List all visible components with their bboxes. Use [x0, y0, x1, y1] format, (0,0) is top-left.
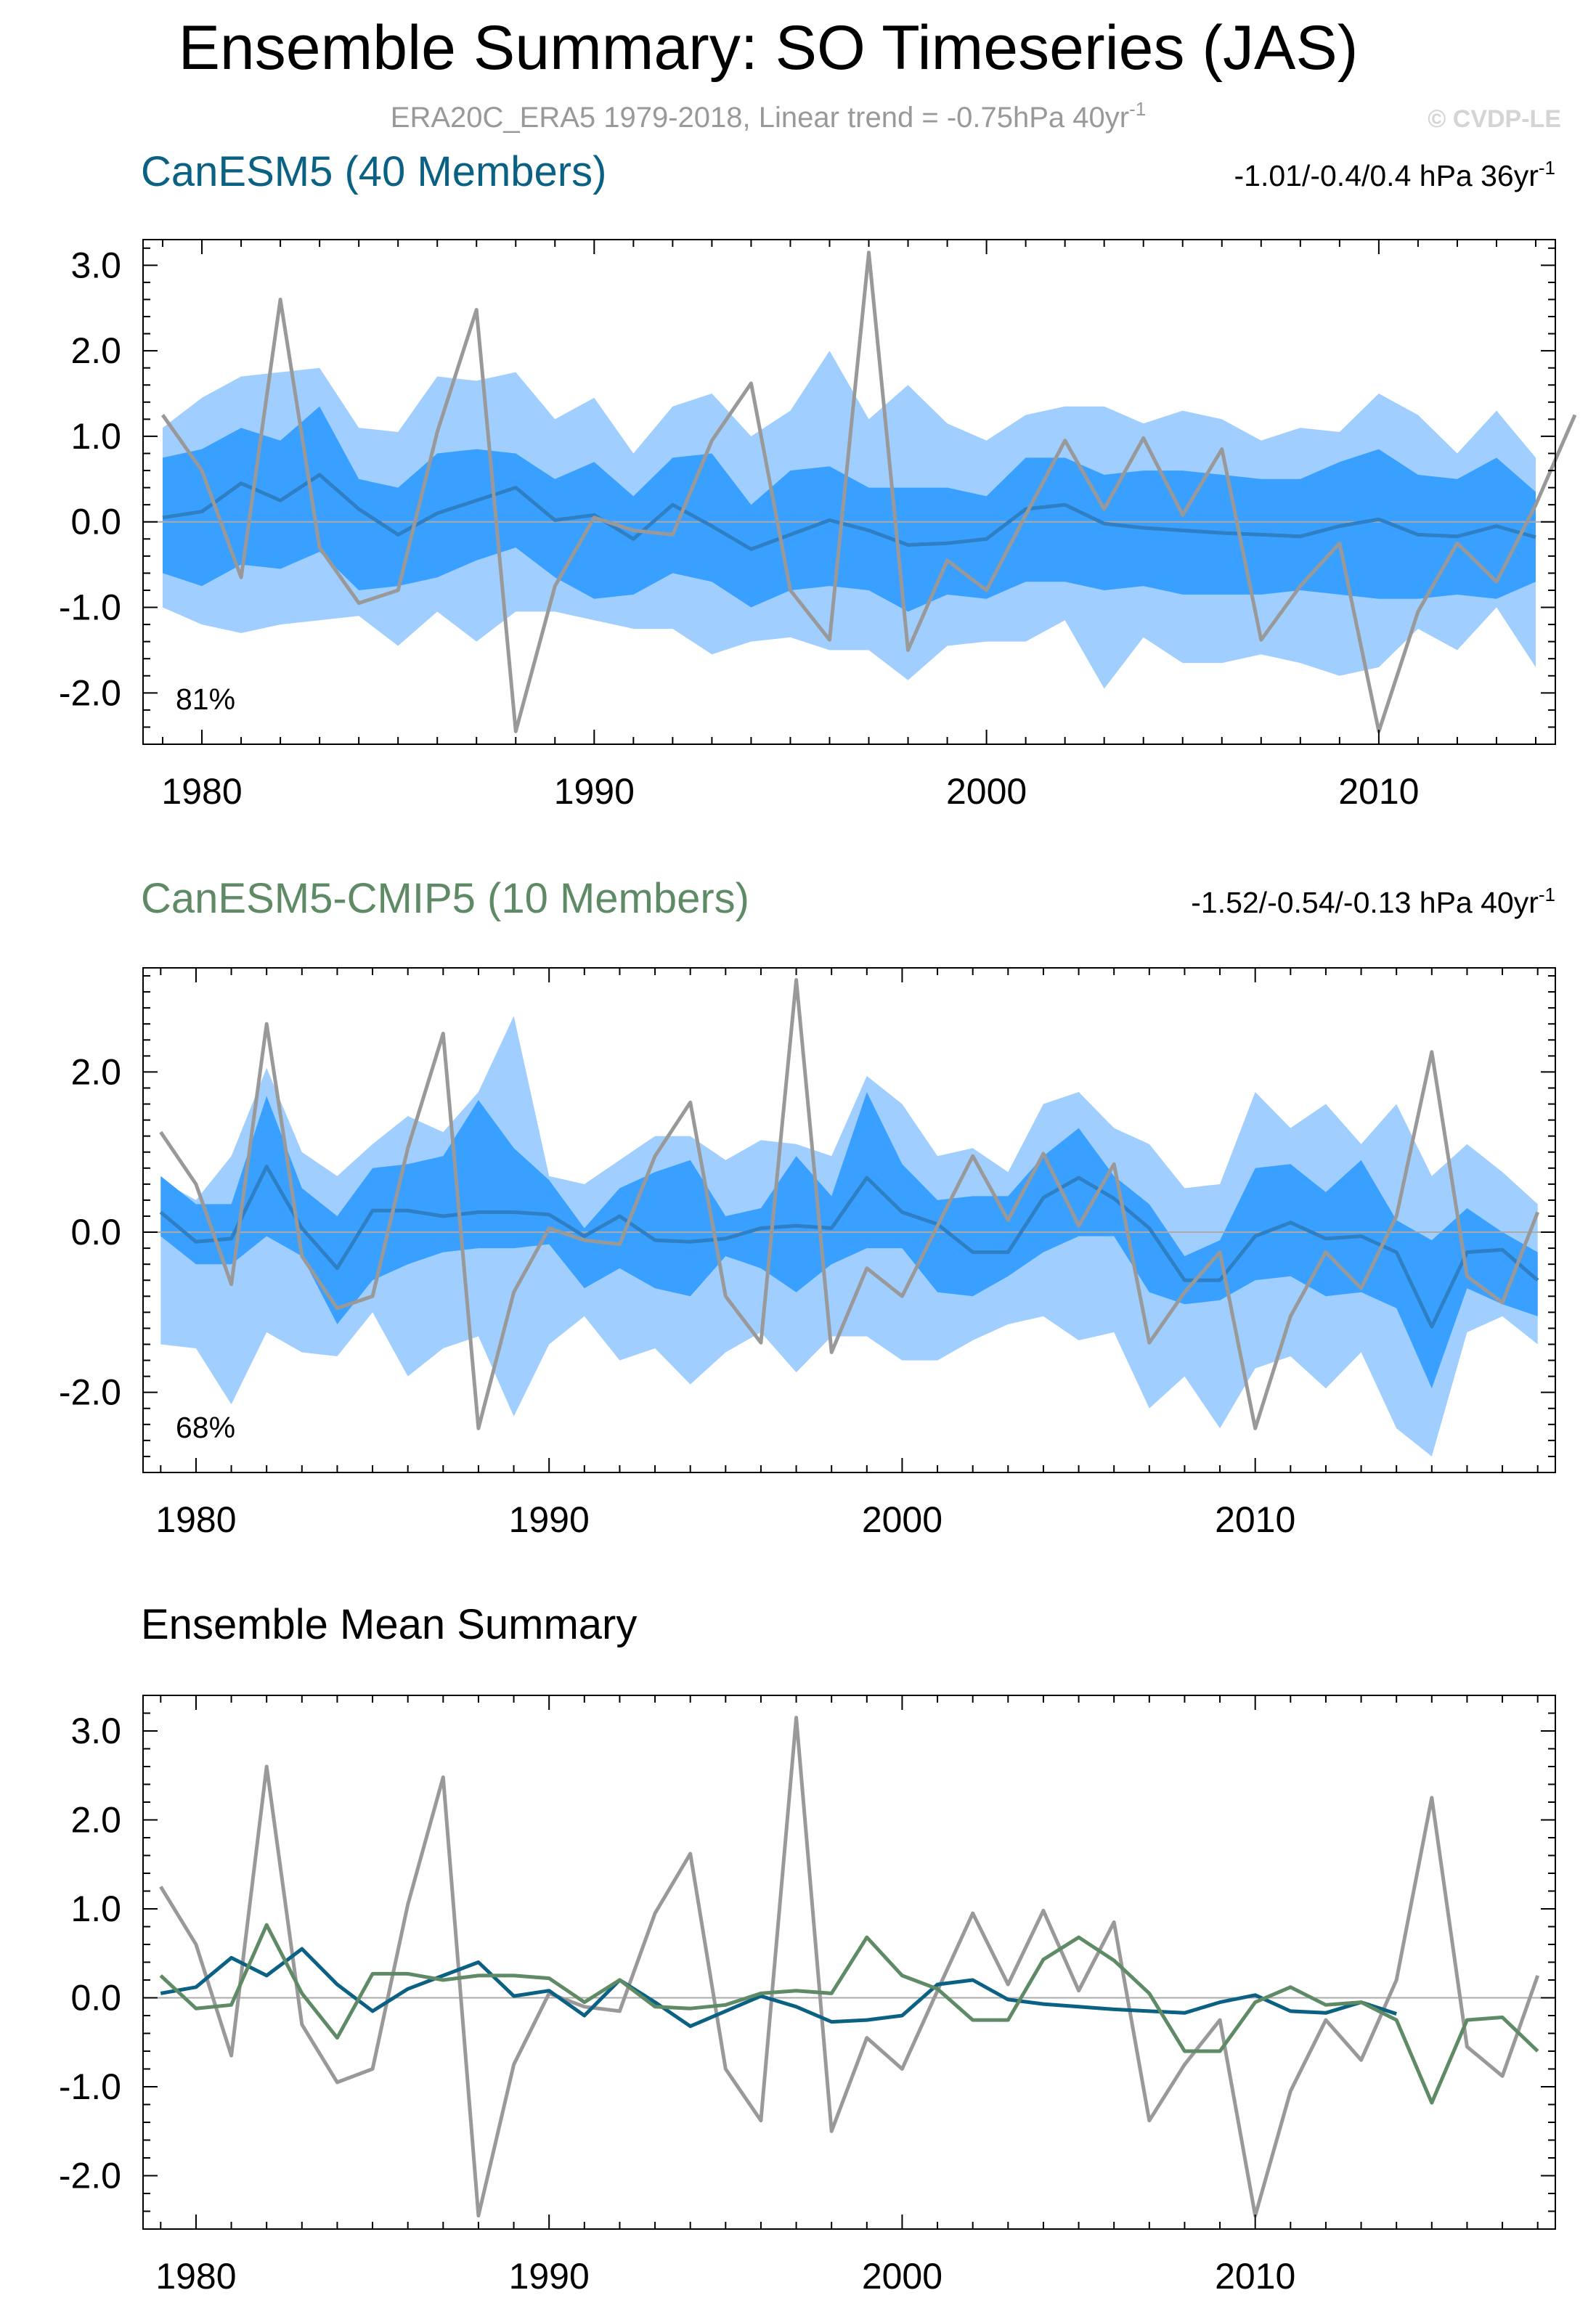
y-tick-label: 2.0: [70, 330, 121, 371]
y-tick-label: -2.0: [59, 672, 121, 713]
y-tick-label: 1.0: [70, 1889, 121, 1929]
y-tick-label: 2.0: [70, 1051, 121, 1092]
series-line-canesm5: [160, 1947, 1397, 2029]
x-tick-label: 1980: [155, 1499, 236, 1540]
y-tick-label: -2.0: [59, 1372, 121, 1413]
x-tick-label: 2010: [1215, 2256, 1295, 2297]
panel-cmip5-plot: 1980 1990 2000 2010 2.0 0.0 -2.0: [59, 967, 1556, 1540]
panel-cmip5: CanESM5-CMIP5 (10 Members) -1.52/-0.54/-…: [59, 875, 1556, 1540]
panel-canesm5-trend-text: -1.01/-0.4/0.4 hPa 36yr: [1234, 159, 1539, 192]
series-line-obs: [159, 1716, 1540, 2218]
figure-title: Ensemble Summary: SO Timeseries (JAS): [179, 13, 1359, 83]
panel-cmip5-trend: -1.52/-0.54/-0.13 hPa 40yr-1: [1191, 884, 1555, 919]
panel-cmip5-percent: 68%: [176, 1411, 235, 1444]
panel-ensemble-mean: Ensemble Mean Summary 1980 1990 2000 2010 3.…: [59, 1601, 1556, 2297]
x-tick-label: 1980: [161, 771, 242, 812]
x-tick-label: 1980: [155, 2256, 236, 2297]
figure-subtitle-sup: -1: [1129, 98, 1146, 120]
plot-frame: [142, 967, 1556, 1473]
x-tick-label: 1990: [554, 771, 635, 812]
y-tick-label: 0.0: [70, 1212, 121, 1252]
series-line-cmip5: [159, 1923, 1539, 2105]
panel-cmip5-title: CanESM5-CMIP5 (10 Members): [141, 875, 749, 922]
y-tick-label: -1.0: [59, 587, 121, 628]
copyright-label: © CVDP-LE: [1428, 105, 1561, 133]
inner-spread-band: [163, 406, 1536, 612]
observed-line: [159, 978, 1540, 1430]
panel-cmip5-trend-sup: -1: [1539, 884, 1555, 905]
y-tick-label: -2.0: [59, 2156, 121, 2196]
x-tick-label: 2000: [862, 1499, 942, 1540]
panel-canesm5-trend-sup: -1: [1539, 157, 1555, 179]
x-tick-label: 2000: [862, 2256, 942, 2297]
x-tick-label: 2010: [1338, 771, 1419, 812]
y-tick-label: 2.0: [70, 1800, 121, 1841]
x-tick-label: 1990: [509, 2256, 590, 2297]
panel-canesm5: CanESM5 (40 Members) -1.01/-0.4/0.4 hPa …: [59, 148, 1577, 812]
inner-spread-band: [160, 1092, 1538, 1389]
panel-canesm5-plot: 1980 1990 2000 2010 3.0 2.0 1.0 0.0 -1.0 -2.0: [59, 239, 1577, 812]
x-tick-label: 1990: [509, 1499, 590, 1540]
x-tick-label: 2010: [1215, 1499, 1295, 1540]
panel-ensemble-mean-plot: 1980 1990 2000 2010 3.0 2.0 1.0 0.0 -1.0 -2.0: [59, 1695, 1556, 2297]
y-tick-label: 0.0: [70, 1978, 121, 2018]
ensemble-mean-line: [162, 473, 1536, 551]
y-tick-label: -1.0: [59, 2066, 121, 2107]
y-tick-label: 3.0: [70, 245, 121, 285]
panel-canesm5-title: CanESM5 (40 Members): [141, 148, 606, 195]
panel-canesm5-percent: 81%: [176, 683, 235, 716]
y-tick-label: 0.0: [70, 502, 121, 542]
y-tick-label: 3.0: [70, 1711, 121, 1751]
y-tick-label: 1.0: [70, 416, 121, 457]
plot-frame: [142, 239, 1556, 745]
observed-line: [160, 250, 1577, 733]
figure-subtitle-text: ERA20C_ERA5 1979-2018, Linear trend = -0…: [391, 102, 1129, 134]
panel-ensemble-mean-title: Ensemble Mean Summary: [141, 1601, 637, 1648]
panel-cmip5-trend-text: -1.52/-0.54/-0.13 hPa 40yr: [1191, 886, 1539, 919]
figure-subtitle: ERA20C_ERA5 1979-2018, Linear trend = -0…: [391, 98, 1146, 134]
panel-canesm5-trend: -1.01/-0.4/0.4 hPa 36yr-1: [1234, 157, 1556, 192]
x-tick-label: 2000: [946, 771, 1027, 812]
ensemble-mean-line: [159, 1165, 1539, 1329]
